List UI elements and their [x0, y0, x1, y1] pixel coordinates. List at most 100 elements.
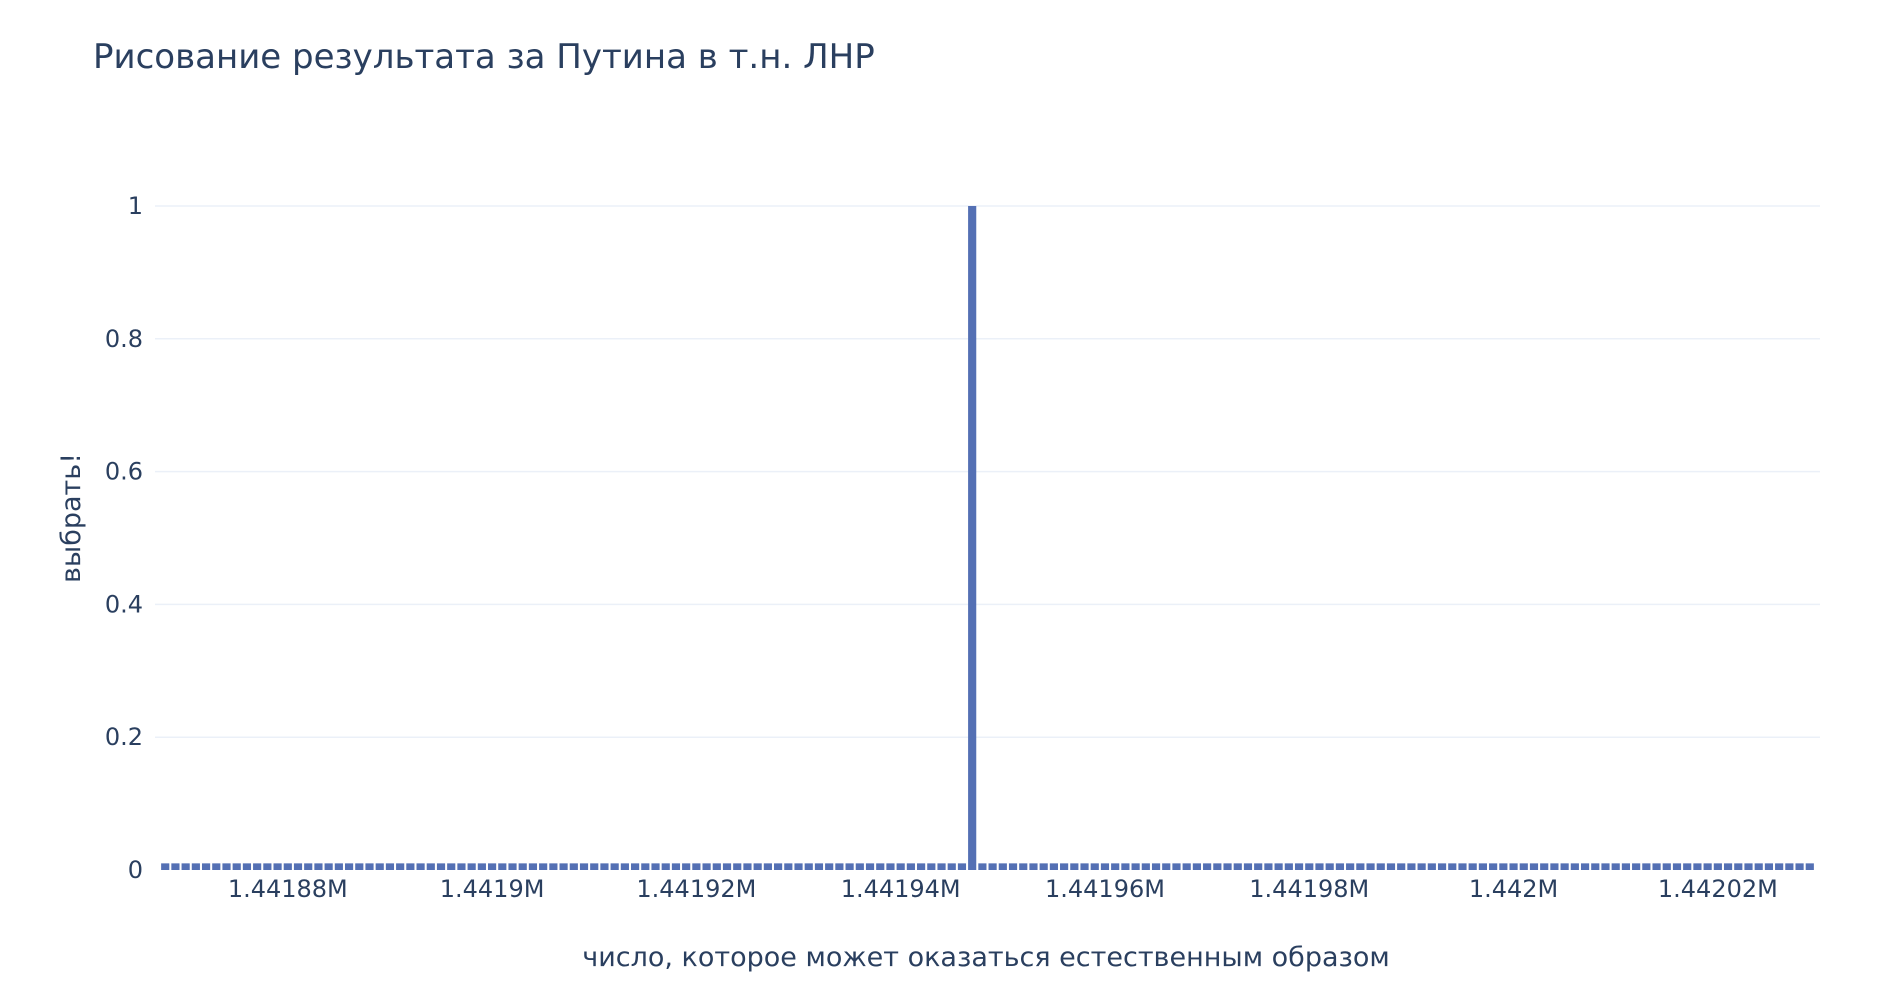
- bar[interactable]: [906, 863, 915, 870]
- bar[interactable]: [1008, 863, 1018, 870]
- bar[interactable]: [1100, 863, 1110, 870]
- bar[interactable]: [1203, 863, 1212, 870]
- bar[interactable]: [477, 863, 486, 870]
- bar[interactable]: [1437, 863, 1447, 870]
- bar[interactable]: [222, 863, 231, 870]
- bar[interactable]: [712, 863, 721, 870]
- bar[interactable]: [1162, 863, 1171, 870]
- bar[interactable]: [1611, 863, 1620, 870]
- bar[interactable]: [1049, 863, 1058, 870]
- bar[interactable]: [1172, 863, 1181, 870]
- bar[interactable]: [334, 863, 343, 870]
- bar[interactable]: [171, 863, 180, 870]
- bar[interactable]: [447, 863, 456, 870]
- bar[interactable]: [1632, 863, 1641, 870]
- bar[interactable]: [1683, 863, 1692, 870]
- bar[interactable]: [1407, 863, 1416, 870]
- bar[interactable]: [273, 863, 282, 870]
- bar[interactable]: [1785, 863, 1794, 870]
- bar[interactable]: [1478, 863, 1487, 870]
- bar[interactable]: [528, 863, 538, 870]
- bar[interactable]: [1693, 863, 1702, 870]
- bar[interactable]: [998, 863, 1007, 870]
- bar[interactable]: [293, 863, 303, 870]
- bar[interactable]: [896, 863, 905, 870]
- bar[interactable]: [344, 863, 354, 870]
- bar[interactable]: [600, 863, 609, 870]
- bar[interactable]: [1397, 863, 1406, 870]
- bar[interactable]: [1427, 863, 1436, 870]
- bar[interactable]: [406, 863, 415, 870]
- bar[interactable]: [917, 863, 926, 870]
- bar[interactable]: [978, 863, 987, 870]
- bar[interactable]: [242, 863, 252, 870]
- bar[interactable]: [385, 863, 395, 870]
- bar[interactable]: [1264, 863, 1273, 870]
- bar[interactable]: [753, 863, 762, 870]
- bar[interactable]: [1131, 863, 1140, 870]
- bar[interactable]: [263, 863, 272, 870]
- bar[interactable]: [1734, 863, 1743, 870]
- bar[interactable]: [283, 863, 292, 870]
- bar[interactable]: [1672, 863, 1682, 870]
- bar[interactable]: [1386, 863, 1396, 870]
- bar[interactable]: [1499, 863, 1508, 870]
- bar[interactable]: [1744, 863, 1753, 870]
- bar[interactable]: [569, 863, 578, 870]
- bar[interactable]: [1019, 863, 1028, 870]
- bar[interactable]: [651, 863, 660, 870]
- bar[interactable]: [396, 863, 405, 870]
- bar[interactable]: [457, 863, 466, 870]
- bar[interactable]: [733, 863, 742, 870]
- bar[interactable]: [1346, 863, 1355, 870]
- bar[interactable]: [1284, 863, 1293, 870]
- bar[interactable]: [1039, 863, 1048, 870]
- bar[interactable]: [1775, 863, 1784, 870]
- bar[interactable]: [518, 863, 527, 870]
- bar[interactable]: [1060, 863, 1069, 870]
- bar[interactable]: [498, 863, 507, 870]
- bar[interactable]: [814, 863, 824, 870]
- bar[interactable]: [1601, 863, 1610, 870]
- bar[interactable]: [1795, 863, 1804, 870]
- bar[interactable]: [1111, 863, 1120, 870]
- bar[interactable]: [304, 863, 313, 870]
- bar[interactable]: [855, 863, 864, 870]
- bar[interactable]: [886, 863, 895, 870]
- bar[interactable]: [804, 863, 813, 870]
- bar[interactable]: [1305, 863, 1314, 870]
- bar[interactable]: [682, 863, 691, 870]
- bar[interactable]: [1621, 863, 1630, 870]
- bar[interactable]: [774, 863, 783, 870]
- bar[interactable]: [988, 863, 997, 870]
- bar[interactable]: [1662, 863, 1671, 870]
- bar[interactable]: [559, 863, 568, 870]
- bar[interactable]: [539, 863, 548, 870]
- bar[interactable]: [1519, 863, 1528, 870]
- bar[interactable]: [1805, 863, 1814, 870]
- bar[interactable]: [1080, 863, 1089, 870]
- bar[interactable]: [1652, 863, 1661, 870]
- bar[interactable]: [324, 863, 333, 870]
- bar[interactable]: [1703, 863, 1712, 870]
- bar[interactable]: [1642, 863, 1651, 870]
- bar[interactable]: [191, 863, 200, 870]
- bar[interactable]: [835, 863, 844, 870]
- bar[interactable]: [1254, 863, 1263, 870]
- bar[interactable]: [467, 863, 476, 870]
- bar[interactable]: [488, 863, 497, 870]
- bar[interactable]: [661, 863, 670, 870]
- bar[interactable]: [784, 863, 793, 870]
- bar[interactable]: [508, 863, 517, 870]
- bar[interactable]: [937, 863, 946, 870]
- bar[interactable]: [1417, 863, 1426, 870]
- bar[interactable]: [763, 863, 772, 870]
- bar[interactable]: [1754, 863, 1763, 870]
- bar[interactable]: [181, 863, 190, 870]
- bar[interactable]: [253, 863, 262, 870]
- bar[interactable]: [1570, 863, 1579, 870]
- bar[interactable]: [212, 863, 221, 870]
- bar[interactable]: [631, 863, 640, 870]
- bar[interactable]: [1458, 863, 1467, 870]
- bar[interactable]: [947, 863, 956, 870]
